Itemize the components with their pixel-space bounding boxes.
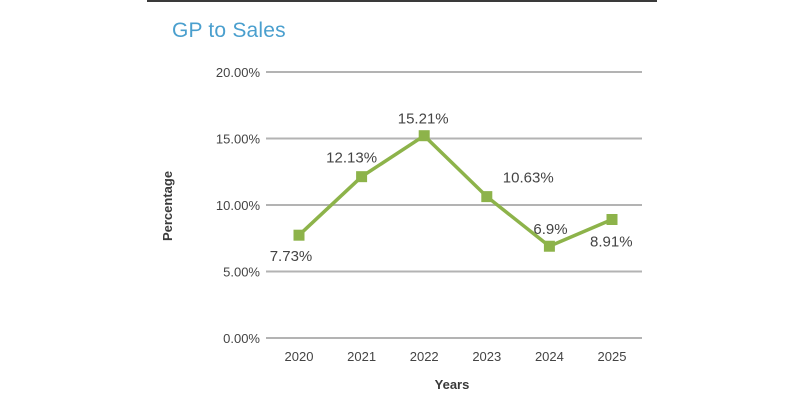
data-point-marker — [606, 213, 618, 225]
series-markers — [293, 130, 618, 252]
data-label: 12.13% — [326, 150, 377, 167]
data-point-marker — [418, 130, 430, 142]
chart-title: GP to Sales — [172, 19, 286, 42]
data-label: 10.63% — [503, 170, 554, 187]
gridlines — [266, 71, 642, 339]
y-axis-title: Percentage — [160, 171, 175, 241]
data-point-marker — [481, 191, 493, 203]
data-label: 6.9% — [533, 221, 567, 238]
data-point-marker — [293, 229, 305, 241]
data-point-marker — [356, 171, 368, 183]
y-tick-label: 5.00% — [223, 265, 260, 280]
data-label: 15.21% — [398, 111, 449, 128]
x-tick-label: 2024 — [535, 349, 564, 364]
x-tick-label: 2025 — [598, 349, 627, 364]
data-label: 7.73% — [270, 248, 313, 265]
x-tick-label: 2020 — [285, 349, 314, 364]
y-tick-label: 0.00% — [223, 331, 260, 346]
data-point-marker — [543, 240, 555, 252]
y-tick-label: 10.00% — [216, 198, 261, 213]
data-labels: 7.73% 12.13% 15.21% 10.63% 6.9% 8.91% — [270, 111, 633, 265]
chart-card — [147, 0, 657, 400]
series-line-layer — [297, 133, 613, 249]
series-line — [297, 133, 613, 249]
x-tick-label: 2021 — [347, 349, 376, 364]
data-label: 8.91% — [590, 233, 633, 250]
x-axis-ticks: 2020 2021 2022 2023 2024 2025 — [285, 349, 627, 364]
x-axis-title: Years — [435, 377, 470, 392]
y-tick-label: 15.00% — [216, 132, 261, 147]
x-tick-label: 2023 — [472, 349, 501, 364]
y-tick-label: 20.00% — [216, 65, 261, 80]
y-axis-ticks: 0.00% 5.00% 10.00% 15.00% 20.00% — [216, 65, 261, 346]
x-tick-label: 2022 — [410, 349, 439, 364]
